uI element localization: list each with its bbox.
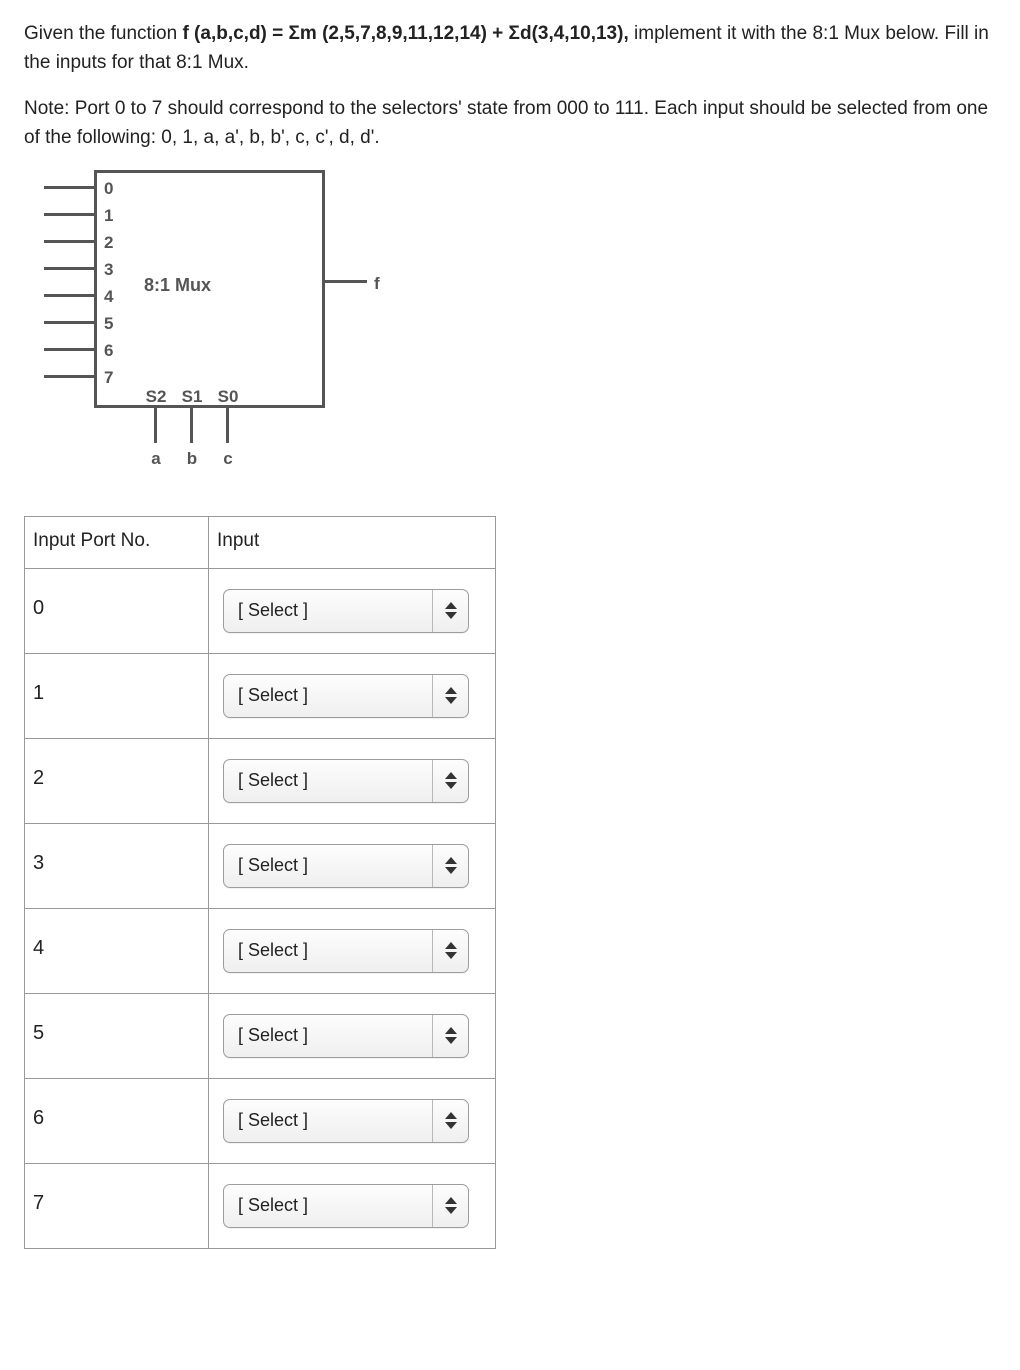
mux-in-line-7 (44, 375, 94, 378)
sel-line-b (190, 408, 193, 443)
mux-in-0: 0 (104, 176, 113, 202)
select-input-3[interactable]: [ Select ] (223, 844, 469, 888)
select-input-6[interactable]: [ Select ] (223, 1099, 469, 1143)
text-pre: Given the function (24, 23, 182, 44)
table-row: 7 [ Select ] (25, 1163, 496, 1248)
table-row: 3 [ Select ] (25, 823, 496, 908)
table-row: 2 [ Select ] (25, 738, 496, 823)
mux-in-line-4 (44, 294, 94, 297)
stepper-arrows-icon (432, 845, 468, 887)
mux-diagram: 8:1 Mux 0 1 2 3 4 5 6 7 f S2 S1 S0 a b c (24, 170, 384, 480)
mux-in-line-5 (44, 321, 94, 324)
select-label: [ Select ] (224, 1015, 432, 1057)
sel-a-label: a (151, 446, 160, 472)
select-label: [ Select ] (224, 930, 432, 972)
stepper-arrows-icon (432, 1185, 468, 1227)
mux-in-6: 6 (104, 338, 113, 364)
stepper-arrows-icon (432, 930, 468, 972)
select-input-2[interactable]: [ Select ] (223, 759, 469, 803)
mux-in-3: 3 (104, 257, 113, 283)
sel-c-label: c (223, 446, 232, 472)
note-text: Note: Port 0 to 7 should correspond to t… (24, 95, 996, 152)
select-input-0[interactable]: [ Select ] (223, 589, 469, 633)
input-table: Input Port No. Input 0 [ Select ] 1 [ Se… (24, 516, 496, 1249)
stepper-arrows-icon (432, 1015, 468, 1057)
stepper-arrows-icon (432, 675, 468, 717)
mux-in-1: 1 (104, 203, 113, 229)
port-cell-1: 1 (25, 653, 209, 738)
port-cell-5: 5 (25, 993, 209, 1078)
stepper-arrows-icon (432, 760, 468, 802)
mux-in-2: 2 (104, 230, 113, 256)
select-input-5[interactable]: [ Select ] (223, 1014, 469, 1058)
stepper-arrows-icon (432, 590, 468, 632)
select-label: [ Select ] (224, 760, 432, 802)
mux-in-line-1 (44, 213, 94, 216)
col-header-port: Input Port No. (25, 517, 209, 569)
mux-in-line-3 (44, 267, 94, 270)
select-label: [ Select ] (224, 845, 432, 887)
table-row: 6 [ Select ] (25, 1078, 496, 1163)
select-input-1[interactable]: [ Select ] (223, 674, 469, 718)
mux-out-label: f (374, 271, 380, 297)
mux-title: 8:1 Mux (144, 272, 211, 299)
table-row: 5 [ Select ] (25, 993, 496, 1078)
sel-s2-label: S2 (146, 384, 167, 410)
port-cell-4: 4 (25, 908, 209, 993)
port-cell-3: 3 (25, 823, 209, 908)
select-label: [ Select ] (224, 1100, 432, 1142)
select-input-7[interactable]: [ Select ] (223, 1184, 469, 1228)
port-cell-0: 0 (25, 568, 209, 653)
port-cell-7: 7 (25, 1163, 209, 1248)
stepper-arrows-icon (432, 1100, 468, 1142)
select-label: [ Select ] (224, 1185, 432, 1227)
select-label: [ Select ] (224, 590, 432, 632)
mux-out-line (325, 280, 367, 283)
select-input-4[interactable]: [ Select ] (223, 929, 469, 973)
mux-in-line-2 (44, 240, 94, 243)
table-header-row: Input Port No. Input (25, 517, 496, 569)
mux-in-5: 5 (104, 311, 113, 337)
col-header-input: Input (209, 517, 496, 569)
sel-line-a (154, 408, 157, 443)
select-label: [ Select ] (224, 675, 432, 717)
function-expr: f (a,b,c,d) = Σm (2,5,7,8,9,11,12,14) + … (182, 23, 634, 44)
sel-s1-label: S1 (182, 384, 203, 410)
mux-in-4: 4 (104, 284, 113, 310)
table-row: 0 [ Select ] (25, 568, 496, 653)
sel-b-label: b (187, 446, 197, 472)
table-row: 1 [ Select ] (25, 653, 496, 738)
table-row: 4 [ Select ] (25, 908, 496, 993)
port-cell-2: 2 (25, 738, 209, 823)
mux-in-line-0 (44, 186, 94, 189)
mux-in-line-6 (44, 348, 94, 351)
mux-in-7: 7 (104, 365, 113, 391)
problem-statement: Given the function f (a,b,c,d) = Σm (2,5… (24, 20, 996, 152)
sel-s0-label: S0 (218, 384, 239, 410)
sel-line-c (226, 408, 229, 443)
port-cell-6: 6 (25, 1078, 209, 1163)
